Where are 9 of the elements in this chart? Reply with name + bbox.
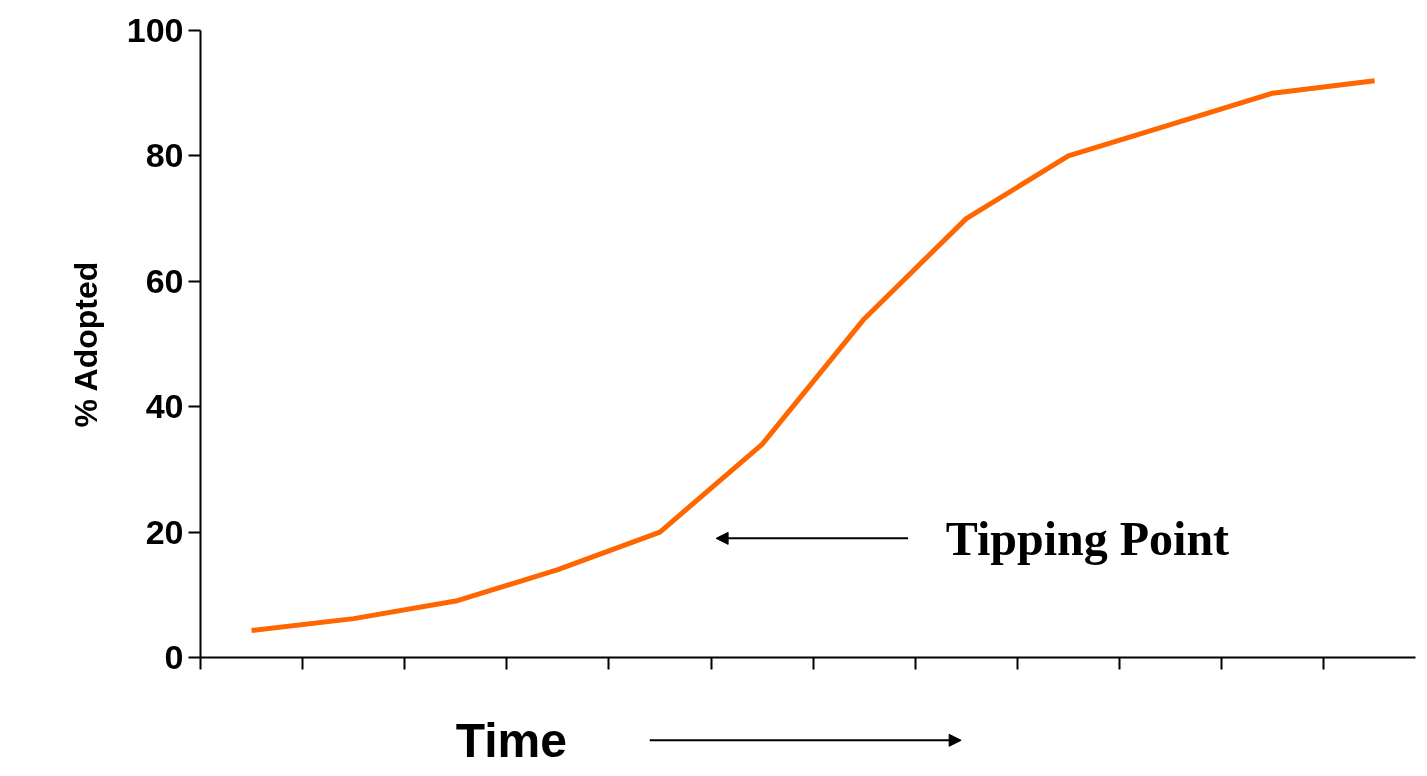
y-tick-label: 80 bbox=[145, 136, 184, 175]
y-tick-label: 20 bbox=[145, 512, 184, 551]
annotation: Tipping Point bbox=[945, 511, 1230, 565]
x-axis-title: Time bbox=[455, 713, 567, 767]
y-axis-title: % Adopted bbox=[67, 261, 104, 428]
y-tick-label: 0 bbox=[164, 638, 184, 676]
y-tick-label: 40 bbox=[145, 387, 184, 426]
y-tick-label: 100 bbox=[126, 11, 184, 49]
y-tick-label: 60 bbox=[145, 261, 184, 300]
